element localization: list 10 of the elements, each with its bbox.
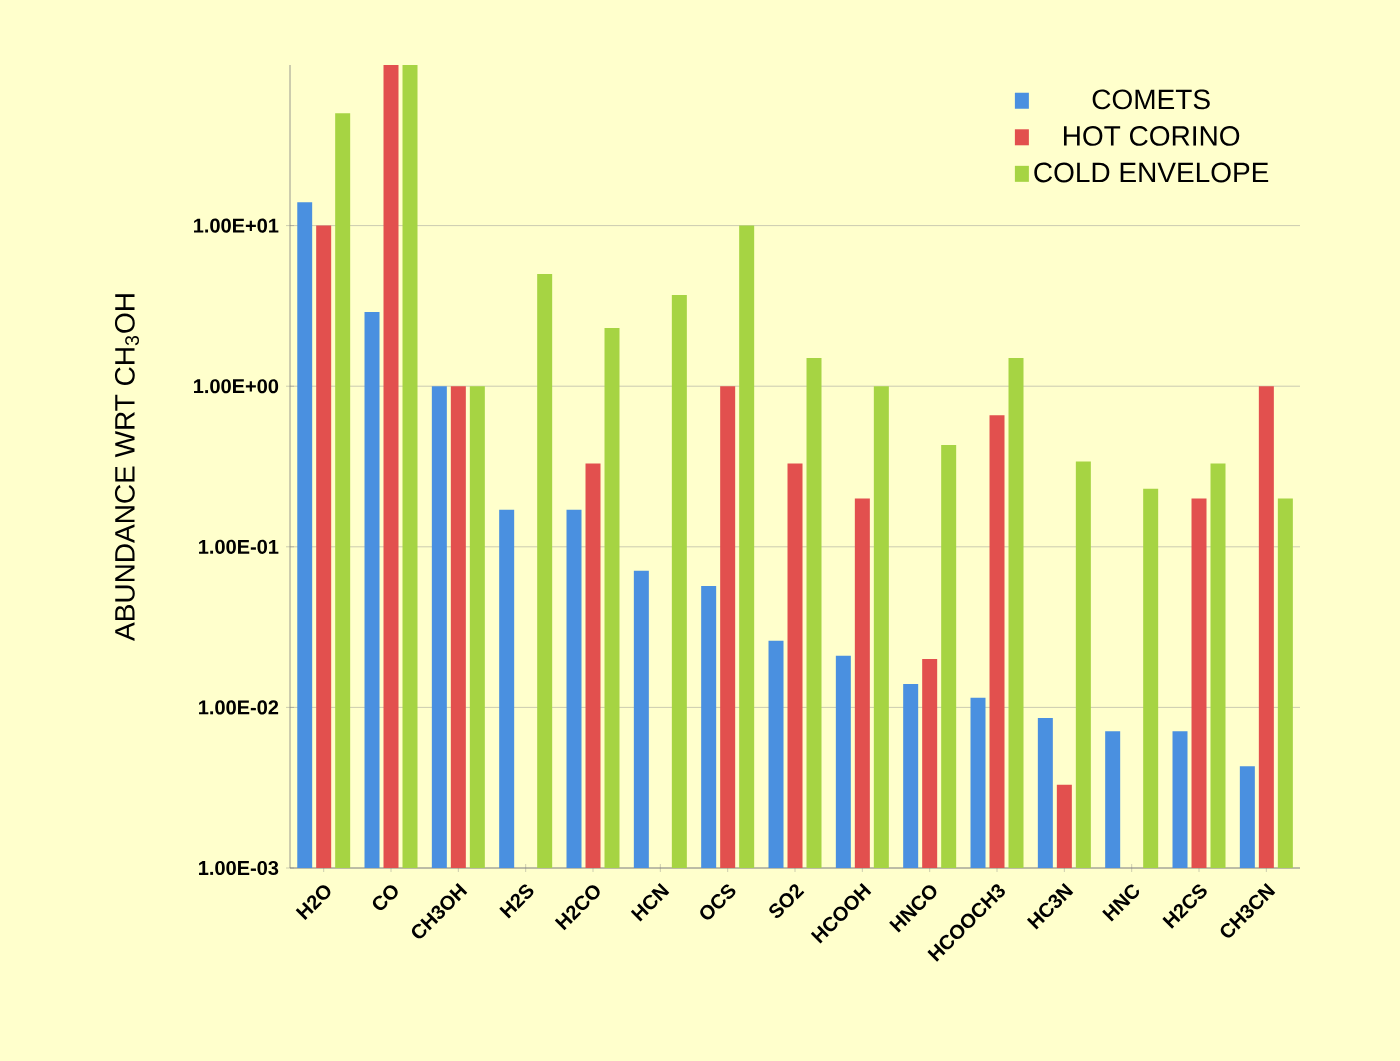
y-axis-title: ABUNDANCE WRT CH$_{3}$OH [114,294,140,641]
y-tick-label: 1.00E-01 [199,539,279,554]
legend-label: HOT CORINO [1063,125,1240,146]
y-tick-label: 1.00E-03 [199,860,279,876]
x-tick-label: CO [372,885,398,911]
y-tick-label: 1.00E-02 [199,700,279,715]
y-tick-label: 1.00E+00 [194,379,279,394]
legend-label: COMETS [1092,89,1210,110]
y-tick-label: 1.00E+01 [194,218,279,233]
legend-label: COLD ENVELOPE [1034,162,1269,183]
